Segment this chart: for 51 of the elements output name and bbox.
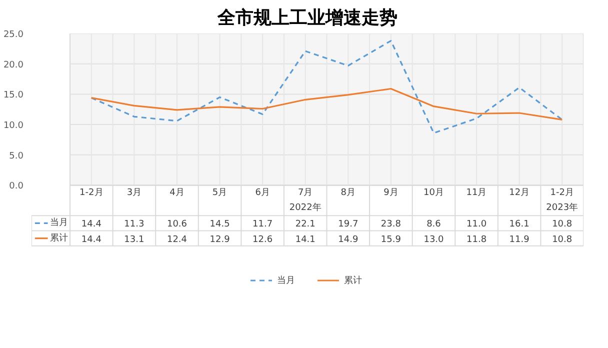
line-series <box>90 88 563 120</box>
data-label: 10.8 <box>552 234 572 245</box>
data-label: 14.4 <box>81 234 102 245</box>
legend-label: 累计 <box>50 232 68 244</box>
data-label: 23.8 <box>380 220 402 230</box>
data-label: 14.1 <box>295 234 316 245</box>
text: 2023年 <box>546 202 578 213</box>
chart-title: 全市规上工业增速走势 <box>216 8 398 28</box>
data-label: 13.0 <box>424 234 444 245</box>
data-label: 19.7 <box>338 220 358 230</box>
x-tick-label: 3月 <box>126 188 142 198</box>
data-label: 12.4 <box>166 234 188 245</box>
y-tick-label: 10.0 <box>3 121 24 132</box>
data-label: 10.6 <box>166 220 188 230</box>
data-label: 14.9 <box>338 234 358 245</box>
x-tick-label: 7月 <box>298 188 313 198</box>
x-tick-label: 11月 <box>466 188 487 198</box>
x-tick-label: 4月 <box>170 188 184 198</box>
data-label: 15.9 <box>380 234 402 245</box>
data-label: 12.6 <box>252 234 273 245</box>
x-tick-label: 6月 <box>255 188 270 198</box>
y-tick-label: 25.0 <box>3 30 24 40</box>
data-label: 13.1 <box>124 234 144 245</box>
data-label: 14.4 <box>81 220 102 230</box>
y-tick-label: 0.0 <box>9 182 24 192</box>
y-tick-label: 5.0 <box>9 151 24 162</box>
data-label: 11.7 <box>252 220 273 230</box>
text: 累计 <box>344 276 362 286</box>
data-label: 12.9 <box>210 234 230 245</box>
x-tick-label: 1-2月 <box>80 188 104 198</box>
y-tick-label: 20.0 <box>3 60 24 70</box>
x-tick-label: 9月 <box>384 188 398 198</box>
data-label: 11.3 <box>124 220 144 230</box>
data-label: 8.6 <box>426 220 442 230</box>
data-label: 11.0 <box>466 220 487 230</box>
data-label: 11.8 <box>466 234 487 245</box>
x-tick-label: 12月 <box>509 188 530 198</box>
text: 当月 <box>277 276 295 286</box>
y-tick-label: 15.0 <box>3 90 24 101</box>
legend-label: 当月 <box>50 217 68 228</box>
x-tick-label: 1-2月 <box>550 188 574 198</box>
x-tick-label: 5月 <box>212 188 228 198</box>
data-label: 14.5 <box>210 220 230 230</box>
x-tick-label: 8月 <box>340 188 356 198</box>
data-label: 22.1 <box>295 220 316 230</box>
text: 2022年 <box>289 202 322 213</box>
data-label: 11.9 <box>509 234 530 245</box>
data-label: 10.8 <box>552 220 572 230</box>
data-label: 16.1 <box>509 220 530 230</box>
line-series <box>90 40 563 134</box>
x-tick-label: 10月 <box>424 188 444 198</box>
